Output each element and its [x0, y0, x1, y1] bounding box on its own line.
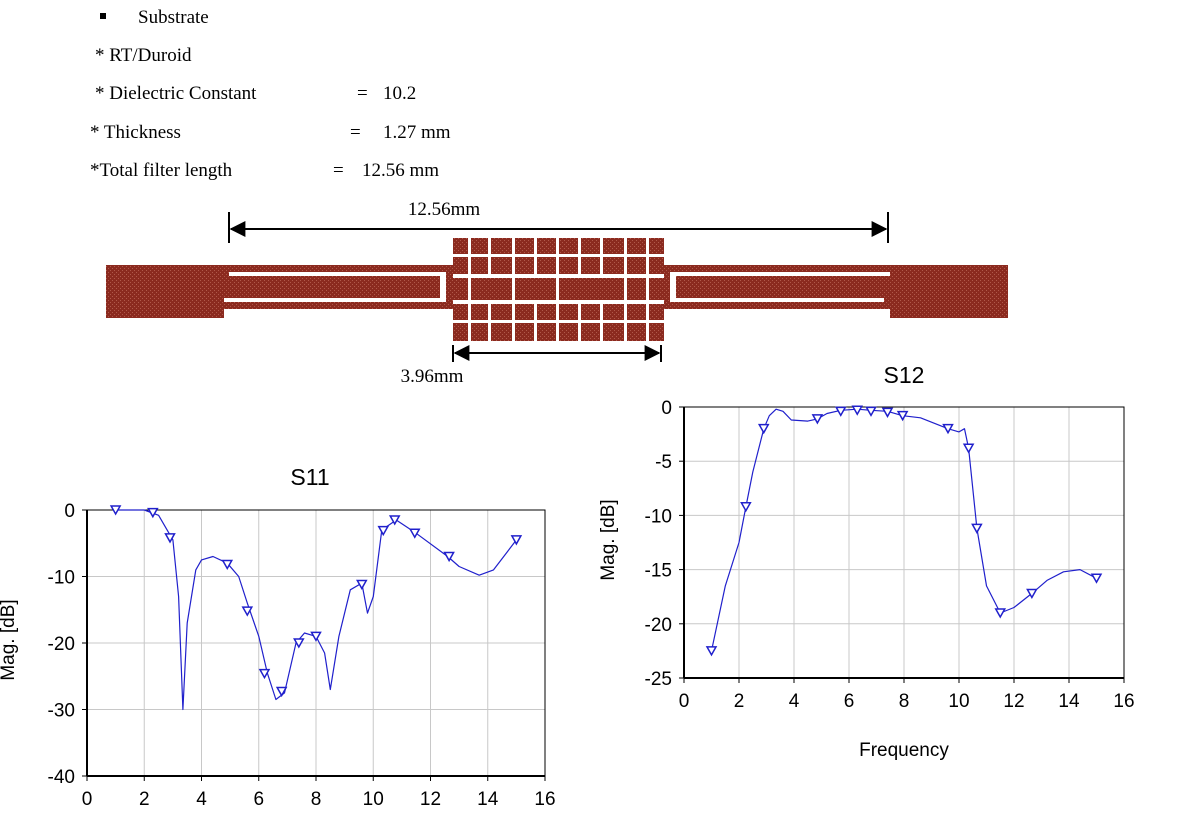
y-tick-label: -10: [48, 568, 75, 589]
x-tick-label: 12: [1003, 691, 1024, 712]
data-marker: [293, 638, 305, 649]
substrate-heading: Substrate: [138, 7, 209, 28]
data-marker: [241, 606, 254, 617]
y-tick-label: 0: [64, 501, 75, 522]
spec-label-dielectric: * Dielectric Constant: [95, 83, 257, 104]
data-marker: [377, 525, 390, 537]
spec-eq-dielectric: =: [357, 83, 368, 104]
y-axis-label: Mag. [dB]: [598, 499, 619, 580]
x-tick-label: 14: [477, 789, 499, 810]
spec-value-length: 12.56 mm: [362, 160, 440, 181]
data-marker: [408, 528, 421, 539]
x-tick-label: 10: [948, 691, 969, 712]
spec-value-thickness: 1.27 mm: [383, 122, 451, 143]
data-marker: [834, 406, 847, 417]
port-left: [106, 265, 224, 318]
data-marker: [757, 423, 770, 435]
chart-s12: 0 2 4 6 8 10 12 14 16 0 -5 -10 -15 -20 -25 S12 Mag. [dB]…: [598, 362, 1135, 761]
data-marker: [971, 523, 983, 534]
x-tick-label: 6: [253, 789, 264, 810]
port-right: [890, 265, 1008, 318]
y-tick-label: -40: [48, 767, 75, 788]
data-marker: [109, 505, 122, 516]
substrate-bullet-icon: [100, 13, 106, 19]
y-tick-label: -20: [645, 615, 672, 636]
y-tick-label: -5: [655, 452, 672, 473]
center-length-label: 3.96mm: [401, 366, 464, 387]
y-tick-label: 0: [661, 398, 672, 419]
data-marker: [510, 535, 523, 546]
spec-label-thickness: * Thickness: [90, 122, 181, 143]
x-tick-label: 0: [679, 691, 690, 712]
data-marker: [881, 407, 894, 418]
x-tick-label: 2: [734, 691, 745, 712]
y-axis-label: Mag. [dB]: [0, 599, 19, 680]
data-marker: [994, 608, 1007, 619]
data-marker: [147, 507, 159, 519]
y-tick-label: -20: [48, 634, 75, 655]
x-tick-label: 2: [139, 789, 150, 810]
x-tick-label: 0: [82, 789, 93, 810]
spec-value-dielectric: 10.2: [383, 83, 417, 104]
resonator-slots: [453, 238, 664, 341]
data-marker: [258, 668, 271, 680]
data-marker: [1026, 588, 1038, 599]
data-marker: [865, 406, 877, 417]
y-tick-label: -10: [645, 506, 672, 527]
x-tick-label: 6: [844, 691, 855, 712]
x-tick-label: 8: [899, 691, 910, 712]
data-marker: [962, 443, 975, 454]
data-marker: [851, 405, 864, 416]
total-length-label: 12.56mm: [408, 199, 481, 220]
x-tick-label: 10: [363, 789, 384, 810]
data-marker: [221, 559, 234, 571]
x-tick-label: 8: [311, 789, 322, 810]
data-marker: [443, 551, 455, 563]
chart-title: S12: [884, 362, 925, 388]
y-tick-label: -15: [645, 561, 672, 582]
data-marker: [740, 501, 752, 513]
data-marker: [811, 414, 824, 425]
data-marker: [356, 579, 368, 591]
x-axis-label: Frequency: [859, 740, 949, 761]
spec-eq-length: =: [333, 160, 344, 181]
x-tick-label: 4: [196, 789, 207, 810]
chart-title: S11: [290, 464, 329, 490]
data-marker: [388, 515, 401, 526]
data-marker: [942, 423, 954, 435]
spec-eq-thickness: =: [350, 122, 361, 143]
data-marker: [310, 631, 322, 642]
data-marker: [1090, 573, 1103, 584]
spec-label-material: * RT/Duroid: [95, 45, 192, 66]
x-tick-label: 4: [789, 691, 800, 712]
spec-label-length: *Total filter length: [90, 160, 233, 181]
x-tick-label: 16: [1113, 691, 1134, 712]
x-tick-label: 16: [534, 789, 555, 810]
x-tick-label: 12: [420, 789, 441, 810]
y-tick-label: -25: [645, 669, 672, 690]
data-marker: [164, 533, 176, 544]
chart-s11: 0 2 4 6 8 10 12 14 16 0 -10 -20 -30 -40 S11 Mag. [dB]: [0, 464, 556, 810]
data-marker: [275, 686, 288, 698]
x-tick-label: 14: [1058, 691, 1080, 712]
y-tick-label: -30: [48, 701, 75, 722]
data-marker: [705, 646, 718, 657]
data-marker: [896, 410, 909, 422]
